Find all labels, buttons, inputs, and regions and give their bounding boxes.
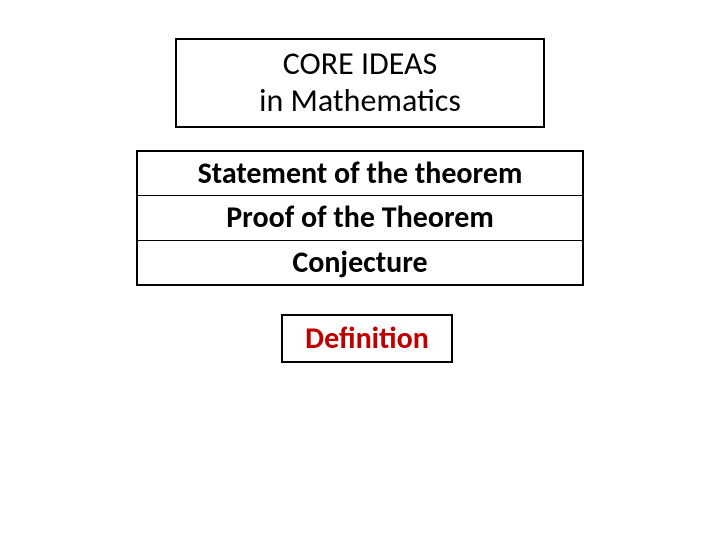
- concept-row-proof: Proof of the Theorem: [138, 196, 582, 241]
- definition-box: Definition: [281, 314, 453, 363]
- definition-label: Definition: [305, 320, 429, 357]
- concepts-box: Statement of the theorem Proof of the Th…: [136, 150, 584, 287]
- concept-row-conjecture: Conjecture: [138, 241, 582, 285]
- title-box: CORE IDEAS in Mathematics: [175, 38, 545, 128]
- concept-row-statement: Statement of the theorem: [138, 152, 582, 197]
- title-line-2: in Mathematics: [207, 83, 513, 120]
- title-line-1: CORE IDEAS: [207, 46, 513, 83]
